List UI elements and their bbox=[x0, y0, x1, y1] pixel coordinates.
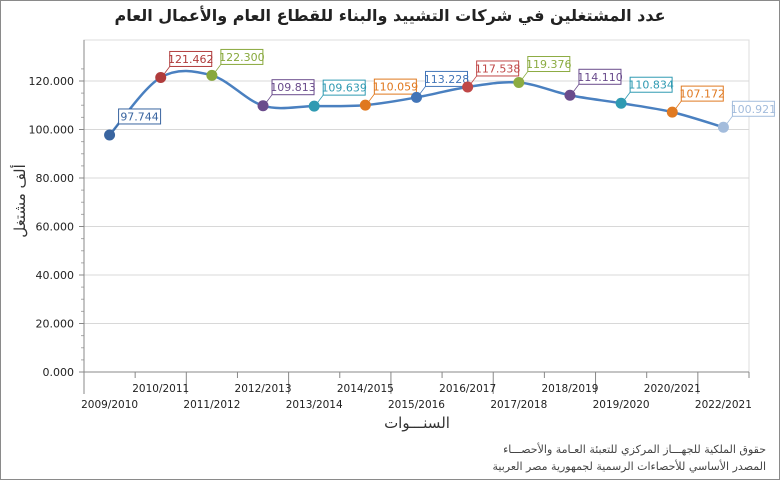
data-label: 97.744 bbox=[120, 110, 159, 123]
footer-source: المصدر الأساسي للأحصاءات الرسمية لجمهوري… bbox=[492, 460, 766, 473]
label-leader bbox=[726, 116, 733, 125]
data-label-box bbox=[322, 79, 366, 96]
y-tick-label: 60.000 bbox=[36, 221, 75, 234]
data-label-box bbox=[169, 50, 213, 67]
y-tick-label: 40.000 bbox=[36, 269, 75, 282]
data-label: 117.538 bbox=[475, 62, 521, 75]
data-point bbox=[359, 99, 371, 111]
x-tick-label: 2014/2015 bbox=[337, 383, 394, 395]
x-axis-label: السنـــوات bbox=[384, 414, 450, 432]
x-tick-label: 2011/2012 bbox=[183, 399, 240, 411]
x-tick-label: 2019/2020 bbox=[593, 399, 650, 411]
data-point bbox=[411, 91, 422, 103]
chart-title: عدد المشتغلين في شركات التشييد والبناء ل… bbox=[114, 6, 666, 25]
label-leader bbox=[419, 86, 426, 95]
y-tick-label: 80.000 bbox=[36, 172, 75, 185]
x-tick-label: 2017/2018 bbox=[490, 399, 547, 411]
y-tick-label: 100.000 bbox=[29, 124, 75, 137]
data-label-box bbox=[425, 70, 468, 87]
data-label: 114.110 bbox=[577, 71, 623, 84]
data-label: 119.376 bbox=[526, 58, 572, 71]
label-leader bbox=[470, 75, 477, 85]
data-label-box bbox=[629, 76, 673, 93]
label-leader bbox=[572, 84, 580, 93]
data-label: 100.921 bbox=[731, 103, 777, 116]
data-label: 110.834 bbox=[628, 79, 674, 92]
label-leader bbox=[623, 91, 631, 101]
data-point bbox=[564, 89, 576, 101]
label-leader bbox=[214, 64, 222, 73]
data-label-box bbox=[527, 56, 571, 73]
y-tick-label: 120.000 bbox=[29, 75, 75, 88]
data-point bbox=[615, 97, 627, 109]
x-tick-label: 2022/2021 bbox=[695, 399, 752, 411]
data-label: 109.813 bbox=[270, 81, 316, 94]
data-point bbox=[257, 100, 269, 112]
data-label-box bbox=[476, 60, 520, 77]
x-tick-label: 2013/2014 bbox=[286, 399, 343, 411]
data-point bbox=[513, 77, 525, 89]
label-leader bbox=[265, 94, 273, 103]
data-label-box bbox=[220, 48, 264, 65]
data-label: 110.059 bbox=[373, 81, 419, 94]
x-tick-label: 2012/2013 bbox=[235, 383, 292, 395]
label-leader bbox=[521, 71, 529, 80]
data-point bbox=[462, 81, 474, 93]
data-point bbox=[717, 121, 729, 133]
data-label: 113.228 bbox=[424, 73, 470, 86]
data-label-box bbox=[373, 78, 417, 95]
data-label-box bbox=[680, 85, 724, 102]
y-tick-label: 0.000 bbox=[43, 366, 75, 379]
data-point bbox=[666, 106, 678, 118]
data-label: 109.639 bbox=[321, 82, 367, 95]
x-tick-label: 2009/2010 bbox=[81, 399, 138, 411]
data-point bbox=[155, 71, 167, 83]
data-label: 107.172 bbox=[680, 88, 726, 101]
data-label-box bbox=[731, 100, 775, 117]
y-tick-label: 20.000 bbox=[36, 318, 75, 331]
data-label-box bbox=[578, 68, 622, 85]
data-point bbox=[206, 69, 218, 81]
x-tick-label: 2020/2021 bbox=[644, 383, 701, 395]
footer-copyright: حقوق الملكية للجهـــاز المركزي للتعبئة ا… bbox=[503, 443, 766, 456]
label-leader bbox=[674, 100, 682, 110]
data-label-box bbox=[271, 79, 315, 96]
x-tick-label: 2018/2019 bbox=[541, 383, 598, 395]
data-label: 121.462 bbox=[168, 53, 214, 66]
label-leader bbox=[368, 93, 375, 103]
x-tick-label: 2015/2016 bbox=[388, 399, 445, 411]
data-point bbox=[104, 129, 116, 141]
label-leader bbox=[112, 123, 119, 133]
data-label: 122.300 bbox=[219, 51, 265, 64]
x-tick-label: 2010/2011 bbox=[132, 383, 189, 395]
label-leader bbox=[316, 94, 324, 104]
label-leader bbox=[163, 66, 171, 75]
data-point bbox=[308, 100, 320, 112]
x-tick-label: 2016/2017 bbox=[439, 383, 496, 395]
data-label-box bbox=[118, 108, 162, 125]
